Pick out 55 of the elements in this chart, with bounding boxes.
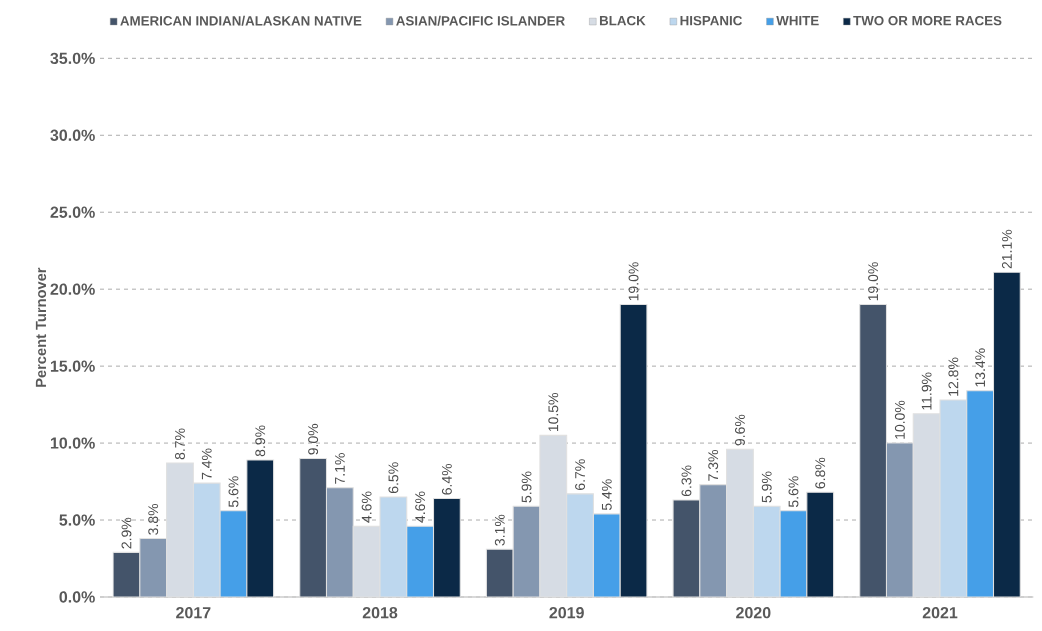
data-label: 6.8% — [815, 457, 826, 489]
x-tick-label: 2021 — [922, 607, 958, 619]
data-label: 2.9% — [121, 517, 132, 549]
data-label: 12.8% — [948, 357, 959, 396]
data-label: 11.9% — [921, 372, 932, 410]
x-tick-label: 2017 — [176, 607, 211, 619]
data-label: 6.3% — [681, 465, 692, 497]
bar — [325, 487, 354, 597]
data-label: 5.9% — [521, 471, 532, 503]
x-tick-label: 2018 — [362, 607, 398, 619]
data-label: 6.5% — [388, 462, 399, 494]
y-tick-label: 15.0% — [50, 360, 95, 372]
data-label: 5.9% — [761, 471, 772, 503]
legend-label: HISPANIC — [680, 15, 742, 26]
data-label: 10.5% — [548, 393, 559, 432]
y-tick-label: 25.0% — [50, 206, 95, 218]
data-label: 4.6% — [415, 491, 426, 523]
data-label: 8.9% — [255, 425, 266, 457]
data-label: 9.6% — [735, 414, 745, 446]
legend-label: TWO OR MORE RACES — [853, 15, 1002, 26]
data-label: 5.4% — [601, 479, 612, 511]
legend-label: ASIAN/PACIFIC ISLANDER — [396, 15, 565, 26]
data-label: 5.6% — [228, 476, 239, 508]
data-label: 8.7% — [175, 428, 185, 460]
data-label: 3.8% — [148, 503, 159, 535]
y-tick-label: 10.0% — [50, 437, 95, 449]
data-label: 19.0% — [628, 262, 639, 301]
bar — [139, 537, 168, 597]
legend-label: BLACK — [599, 15, 646, 26]
data-label: 7.3% — [708, 450, 719, 481]
legend-label: WHITE — [776, 15, 819, 26]
data-label: 7.1% — [334, 453, 345, 484]
y-tick-label: 5.0% — [59, 514, 95, 526]
bar — [885, 442, 914, 597]
bar — [512, 505, 541, 597]
data-label: 6.4% — [441, 463, 452, 495]
y-tick-label: 30.0% — [50, 129, 95, 141]
data-label: 4.6% — [361, 491, 372, 523]
data-label: 5.6% — [788, 476, 799, 508]
data-label: 3.1% — [494, 514, 505, 546]
legend-label: AMERICAN INDIAN/ALASKAN NATIVE — [120, 15, 362, 26]
data-label: 7.4% — [201, 448, 212, 480]
data-label: 6.7% — [575, 459, 586, 490]
data-label: 9.0% — [308, 423, 319, 455]
bar — [699, 484, 728, 597]
y-tick-label: 35.0% — [50, 52, 95, 65]
data-label: 21.1% — [1001, 229, 1012, 269]
y-tick-label: 20.0% — [50, 283, 95, 295]
data-label: 13.4% — [975, 348, 986, 387]
x-tick-label: 2019 — [549, 607, 584, 619]
x-tick-label: 2020 — [736, 607, 771, 619]
y-axis-title: Percent Turnover — [35, 267, 47, 387]
data-label: 19.0% — [868, 262, 879, 301]
y-tick-label: 0.0% — [59, 591, 95, 603]
data-label: 10.0% — [894, 400, 905, 439]
